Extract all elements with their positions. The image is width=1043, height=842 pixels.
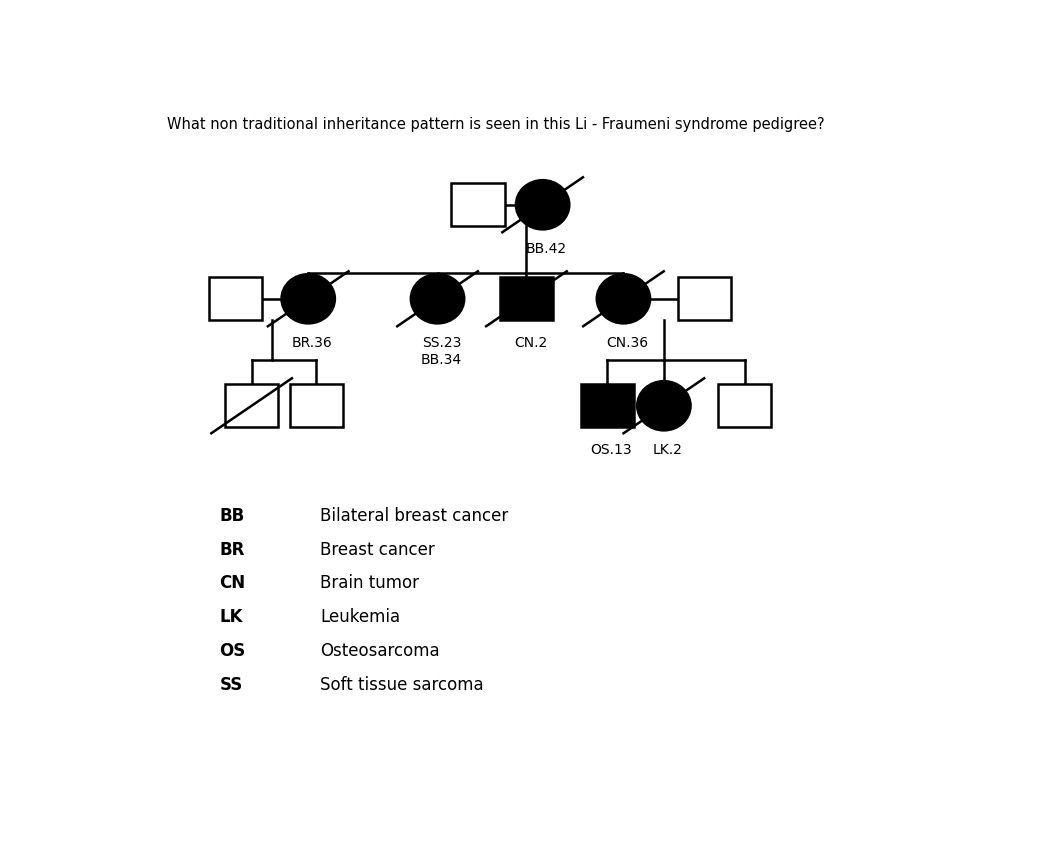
Text: Osteosarcoma: Osteosarcoma [320,642,440,660]
Ellipse shape [597,274,650,323]
Text: BR.36: BR.36 [292,337,333,350]
FancyBboxPatch shape [290,384,343,427]
Text: CN: CN [219,574,245,593]
Ellipse shape [282,274,335,323]
FancyBboxPatch shape [678,277,731,320]
Text: BR: BR [219,541,245,559]
Ellipse shape [516,180,569,229]
Text: OS.13: OS.13 [590,444,632,457]
Text: Bilateral breast cancer: Bilateral breast cancer [320,507,509,525]
Text: BB: BB [219,507,244,525]
FancyBboxPatch shape [581,384,634,427]
Text: OS: OS [219,642,245,660]
Text: What non traditional inheritance pattern is seen in this Li - Fraumeni syndrome : What non traditional inheritance pattern… [167,117,824,132]
Text: BB.42: BB.42 [526,242,567,256]
Text: SS: SS [219,675,243,694]
FancyBboxPatch shape [718,384,772,427]
Text: Leukemia: Leukemia [320,608,401,626]
Ellipse shape [637,381,690,430]
Text: Breast cancer: Breast cancer [320,541,435,559]
FancyBboxPatch shape [225,384,278,427]
Ellipse shape [411,274,464,323]
Text: SS.23
BB.34: SS.23 BB.34 [421,337,462,366]
Text: LK.2: LK.2 [653,444,683,457]
FancyBboxPatch shape [209,277,262,320]
Text: CN.36: CN.36 [606,337,649,350]
Text: CN.2: CN.2 [514,337,548,350]
FancyBboxPatch shape [452,184,505,226]
Text: Soft tissue sarcoma: Soft tissue sarcoma [320,675,484,694]
FancyBboxPatch shape [500,277,553,320]
Text: LK: LK [219,608,243,626]
Text: Brain tumor: Brain tumor [320,574,419,593]
